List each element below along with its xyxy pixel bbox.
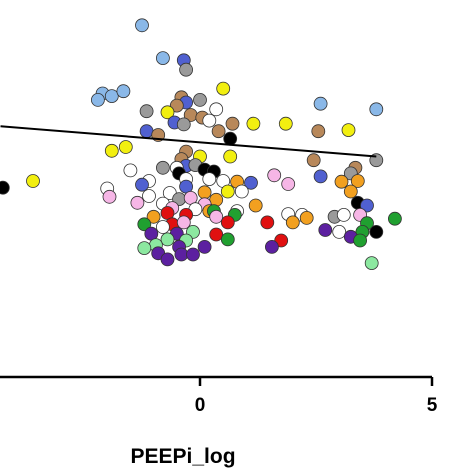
- data-point: [216, 81, 231, 96]
- data-point: [176, 215, 191, 230]
- data-point: [160, 105, 175, 120]
- data-point: [123, 163, 138, 178]
- data-point: [353, 233, 368, 248]
- data-point: [155, 220, 170, 234]
- points-layer: [0, 18, 402, 271]
- data-point: [223, 131, 238, 146]
- data-point: [197, 185, 212, 200]
- data-point: [244, 175, 258, 190]
- data-point: [364, 256, 379, 271]
- data-point: [248, 198, 263, 213]
- data-point: [334, 174, 349, 189]
- data-point: [116, 84, 131, 99]
- data-point: [176, 117, 191, 132]
- data-point: [313, 169, 328, 184]
- data-point: [155, 51, 170, 65]
- data-point: [260, 215, 275, 230]
- data-point: [369, 102, 384, 117]
- data-point: [299, 210, 314, 225]
- data-point: [102, 189, 117, 204]
- data-point: [179, 62, 194, 77]
- data-point: [246, 116, 261, 131]
- data-point: [130, 195, 145, 210]
- data-point: [135, 18, 149, 33]
- data-point: [341, 123, 356, 138]
- data-point: [267, 168, 282, 183]
- x-tick-label: 5: [427, 395, 438, 416]
- data-point: [220, 215, 235, 230]
- data-point: [137, 217, 152, 232]
- data-point: [155, 160, 170, 175]
- data-point: [169, 98, 184, 113]
- data-point: [104, 89, 119, 103]
- regression-line: [0, 125, 377, 158]
- data-point: [278, 116, 293, 131]
- data-point: [313, 96, 328, 111]
- data-point: [146, 209, 161, 224]
- data-point: [160, 232, 175, 247]
- data-point: [209, 209, 224, 224]
- data-point: [139, 104, 154, 119]
- data-point: [343, 184, 358, 199]
- data-point: [209, 192, 224, 207]
- data-point: [220, 232, 235, 247]
- data-point: [202, 113, 217, 128]
- x-tick-label: 0: [195, 395, 206, 416]
- data-point: [135, 177, 149, 192]
- data-point: [387, 211, 402, 226]
- data-point: [306, 153, 321, 168]
- data-point: [318, 223, 333, 237]
- data-point: [336, 207, 351, 222]
- data-point: [26, 174, 40, 188]
- data-point: [160, 252, 175, 267]
- data-point: [220, 184, 235, 199]
- x-axis-title: PEEPi_log: [130, 445, 235, 468]
- data-point: [186, 247, 200, 262]
- data-point: [91, 93, 105, 107]
- data-point: [211, 124, 226, 139]
- data-point: [225, 116, 240, 131]
- data-point: [234, 184, 249, 199]
- data-point: [223, 149, 238, 164]
- data-point: [311, 124, 326, 139]
- data-point: [360, 198, 374, 213]
- data-point: [209, 102, 224, 117]
- data-point: [369, 224, 384, 239]
- data-point: [104, 143, 119, 158]
- data-point: [174, 247, 189, 262]
- data-point: [332, 224, 347, 239]
- data-point: [137, 241, 152, 256]
- data-point: [142, 189, 156, 203]
- data-point: [209, 227, 224, 242]
- data-point: [350, 174, 365, 188]
- data-point: [202, 172, 217, 187]
- data-point: [118, 140, 133, 154]
- data-point: [281, 177, 296, 191]
- data-point: [193, 93, 207, 107]
- data-point: [197, 239, 212, 254]
- data-point: [0, 180, 10, 195]
- data-point: [264, 239, 279, 254]
- data-point: [285, 215, 300, 230]
- data-point: [139, 124, 154, 139]
